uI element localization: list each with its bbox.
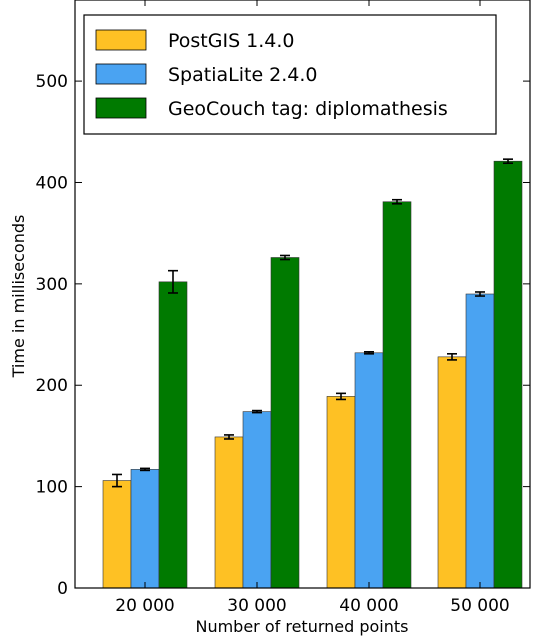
y-axis-title: Time in milliseconds [9,215,28,379]
error-bar-s2-c0 [168,269,178,294]
error-bar-s2-c1 [280,254,290,261]
error-bar-s1-c0 [140,467,150,472]
error-bar-s1-c2 [364,350,374,355]
bars-layer [102,160,523,589]
bar-s1-c3 [465,293,495,589]
y-tick-label: 100 [36,478,68,498]
legend-swatch-spatialite [95,63,147,85]
error-bar-s2-c2 [392,198,402,205]
legend-frame [83,14,497,135]
bar-s0-c1 [214,436,244,589]
bar-s1-c0 [130,469,160,589]
legend-item-spatialite: SpatiaLite 2.4.0 [95,63,318,86]
y-tick-label: 500 [36,72,68,92]
bar-s0-c2 [326,396,356,589]
y-tick-label: 300 [36,275,68,295]
bar-s2-c3 [493,160,523,589]
x-tick-label: 30 000 [227,596,286,616]
y-tick-label: 400 [36,173,68,193]
legend: PostGIS 1.4.0 SpatiaLite 2.4.0 GeoCouch … [83,14,497,135]
x-tick-label: 50 000 [450,596,509,616]
error-bar-s0-c0 [112,473,122,488]
y-tick-label: 0 [57,579,68,599]
y-tick-label: 200 [36,376,68,396]
error-bar-s0-c2 [336,392,346,401]
legend-swatch-postgis [95,29,147,51]
legend-item-postgis: PostGIS 1.4.0 [95,29,295,52]
error-bar-s2-c3 [503,158,513,165]
legend-swatch-geocouch [95,97,147,119]
error-bars-layer [112,158,513,488]
bar-s0-c3 [437,356,467,589]
x-tick-label: 40 000 [339,596,398,616]
error-bar-s0-c1 [224,434,234,440]
plot-frame [74,0,531,589]
ticks-layer: 20 000 30 000 40 000 50 000 0 100 200 300 400 500 [36,0,530,616]
bar-s2-c0 [158,281,188,589]
bar-s1-c1 [242,411,272,589]
error-bar-s0-c3 [447,353,457,361]
legend-item-geocouch: GeoCouch tag: diplomathesis [95,97,448,120]
legend-label-geocouch: GeoCouch tag: diplomathesis [168,98,448,120]
error-bar-s1-c1 [252,409,262,414]
error-bar-s1-c3 [475,291,485,297]
bar-s2-c2 [382,201,412,589]
legend-label-postgis: PostGIS 1.4.0 [168,30,295,52]
x-tick-label: 20 000 [115,596,174,616]
legend-label-spatialite: SpatiaLite 2.4.0 [168,64,318,86]
x-axis-title: Number of returned points [195,617,408,636]
bar-s1-c2 [354,352,384,589]
bar-s2-c1 [270,257,300,589]
bar-s0-c0 [102,480,132,589]
